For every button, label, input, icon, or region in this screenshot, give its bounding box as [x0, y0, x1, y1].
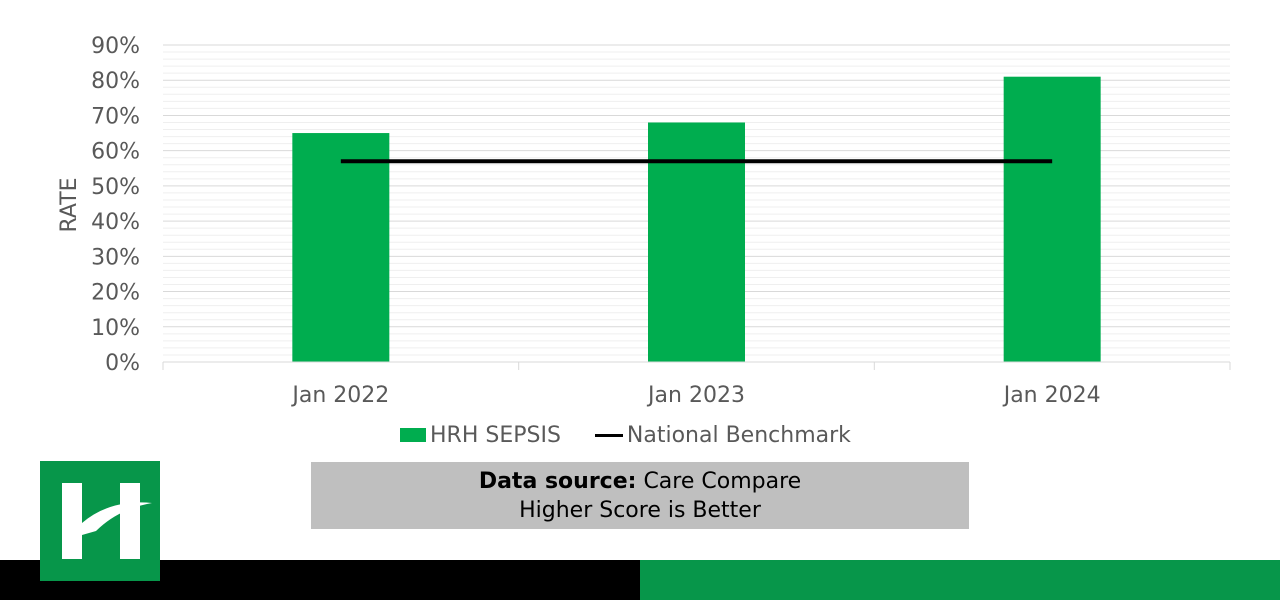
legend: HRH SEPSIS National Benchmark [400, 420, 885, 450]
y-tick-label: 20% [91, 281, 140, 306]
y-tick-label: 60% [91, 140, 140, 165]
x-tick-label: Jan 2024 [1002, 383, 1101, 408]
hrh-logo-icon [40, 461, 160, 581]
y-axis-ticks: 0% 10% 20% 30% 40% 50% 60% 70% 80% 90% [91, 34, 140, 376]
legend-line-swatch [594, 433, 623, 437]
y-tick-label: 70% [91, 104, 140, 129]
y-tick-label: 90% [91, 34, 140, 59]
y-tick-label: 40% [91, 210, 140, 235]
x-tick-label: Jan 2022 [290, 383, 389, 408]
source-value: Care Compare [643, 469, 802, 494]
source-note: Higher Score is Better [519, 498, 761, 523]
y-tick-label: 80% [91, 69, 140, 94]
bar-jan-2023 [648, 122, 745, 362]
y-tick-label: 50% [91, 175, 140, 200]
footer-bar-green [640, 560, 1280, 600]
legend-bar-label: HRH SEPSIS [430, 422, 561, 448]
legend-line-label: National Benchmark [626, 422, 851, 448]
data-source-box: Data source: Care Compare Higher Score i… [311, 462, 969, 529]
source-label: Data source: [478, 469, 637, 494]
legend-item-bar: HRH SEPSIS [400, 423, 561, 448]
y-axis-title: RATE [57, 177, 82, 232]
legend-bar-swatch [400, 428, 426, 442]
x-axis: Jan 2022 Jan 2023 Jan 2024 [162, 361, 1231, 408]
bar-jan-2024 [1003, 76, 1101, 362]
x-tick-label: Jan 2023 [646, 383, 745, 408]
y-tick-label: 30% [91, 245, 140, 270]
bar-series [292, 76, 1101, 362]
legend-item-line: National Benchmark [594, 422, 851, 448]
y-tick-label: 0% [105, 351, 140, 376]
y-tick-label: 10% [91, 316, 140, 341]
bar-jan-2022 [292, 133, 390, 362]
sepsis-rate-chart: 0%10%20%30%40%50%60%70%80%90% Jan 2022 Ja… [57, 34, 1231, 408]
